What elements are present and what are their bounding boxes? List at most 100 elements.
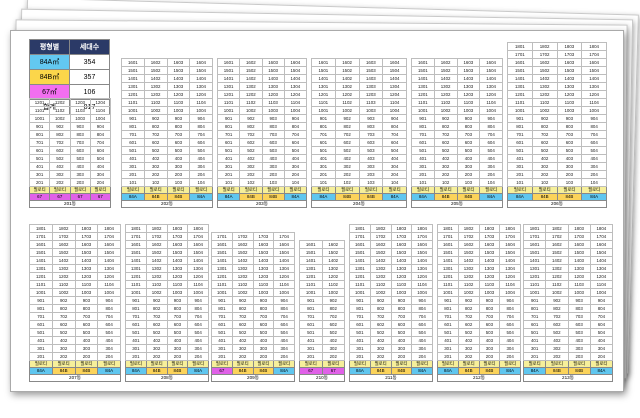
unit-cell: 304	[284, 163, 307, 171]
unit-cell: 1001	[312, 107, 336, 115]
unit-cell: 1701	[438, 233, 459, 241]
unit-cell: 1304	[98, 265, 121, 273]
unit-cell: 602	[50, 147, 71, 155]
unit-type-cell: 84B	[52, 368, 76, 375]
unit-cell: 1201	[30, 99, 51, 107]
unit-cell: 204	[383, 171, 407, 179]
unit-cell: 1201	[438, 273, 459, 281]
unit-cell: 1302	[52, 265, 76, 273]
unit-cell: 202	[458, 353, 480, 361]
unit-cell: 401	[412, 155, 435, 163]
unit-cell: 804	[590, 305, 613, 313]
unit-cell: 1801	[438, 225, 459, 233]
unit-grid: 1701 1702 1703 1704 1601 1602 1603 1604 1501 1502…	[211, 232, 295, 361]
unit-cell: 1002	[370, 289, 392, 297]
unit-cell: 402	[546, 337, 569, 345]
unit-cell: 201	[312, 171, 336, 179]
building-6: 1801 1802 1803 1804 1701 1702 1703 1704 1601 1602…	[29, 224, 121, 382]
building-0: 1201 1202 1203 1204 1101 1102 1103 1104 1001 1002…	[29, 98, 111, 208]
unit-cell: 501	[412, 147, 435, 155]
unit-cell: 303	[359, 163, 384, 171]
unit-cell: 1101	[350, 281, 371, 289]
unit-cell: 1401	[300, 257, 323, 265]
unit-cell: 1403	[262, 75, 285, 83]
unit-cell: 1402	[240, 75, 263, 83]
unit-cell: 1404	[590, 257, 613, 265]
unit-cell: 402	[146, 337, 168, 345]
unit-cell: 701	[212, 313, 233, 321]
unit-cell: 903	[253, 297, 275, 305]
unit-type-cell: 84B	[568, 368, 591, 375]
unit-cell: 703	[391, 313, 413, 321]
unit-cell: 802	[458, 305, 480, 313]
unit-cell: 902	[370, 297, 392, 305]
unit-type-cell: 84B	[391, 368, 413, 375]
unit-cell: 1001	[300, 289, 323, 297]
unit-cell: 1003	[167, 107, 191, 115]
unit-cell: 1303	[253, 265, 275, 273]
pilotis-cell: 필로티	[122, 187, 145, 194]
unit-cell: 801	[312, 123, 336, 131]
unit-cell: 503	[253, 329, 275, 337]
unit-cell: 803	[479, 305, 501, 313]
unit-cell: 604	[412, 321, 433, 329]
unit-cell: 604	[188, 321, 209, 329]
unit-cell: 1001	[524, 289, 547, 297]
unit-cell: 1402	[458, 257, 480, 265]
unit-grid: 1601 1602 1603 1604 1501 1502 1503 1504 1401 1402…	[121, 58, 213, 187]
unit-cell: 1504	[274, 249, 295, 257]
unit-type-cell: 67	[30, 194, 51, 201]
unit-cell: 1601	[412, 59, 435, 67]
summary-type-84b: 84B㎡	[29, 69, 70, 85]
unit-cell: 1003	[262, 107, 285, 115]
unit-type-row: 84A 84B 84B 84A	[523, 368, 613, 375]
building-12: 1801 1802 1803 1804 1701 1702 1703 1704 1601 1602…	[523, 224, 613, 382]
unit-cell: 104	[383, 179, 407, 187]
unit-cell: 403	[262, 155, 285, 163]
unit-cell: 702	[434, 131, 458, 139]
unit-cell: 1604	[188, 241, 209, 249]
unit-cell: 1204	[500, 273, 521, 281]
unit-cell: 401	[508, 155, 533, 163]
unit-cell: 402	[322, 337, 345, 345]
unit-cell: 1803	[479, 225, 501, 233]
unit-cell: 902	[232, 297, 254, 305]
unit-cell: 1403	[167, 257, 189, 265]
unit-cell: 202	[434, 171, 458, 179]
unit-cell: 1703	[568, 233, 591, 241]
unit-cell: 403	[557, 155, 583, 163]
unit-cell: 1001	[30, 115, 51, 123]
unit-cell: 1604	[98, 241, 121, 249]
unit-type-cell: 84A	[284, 194, 307, 201]
unit-type-cell: 84B	[479, 368, 501, 375]
unit-cell: 304	[190, 163, 213, 171]
unit-cell: 603	[457, 139, 481, 147]
unit-cell: 1001	[438, 289, 459, 297]
unit-cell: 1801	[350, 225, 371, 233]
unit-cell: 1702	[232, 233, 254, 241]
unit-cell: 1602	[370, 241, 392, 249]
unit-cell: 1001	[30, 289, 53, 297]
unit-cell: 902	[146, 297, 168, 305]
unit-grid: 1601 1602 1603 1604 1501 1502 1503 1504 1401 1402…	[411, 58, 503, 187]
unit-cell: 701	[126, 313, 147, 321]
unit-cell: 504	[590, 329, 613, 337]
unit-cell: 1203	[70, 99, 91, 107]
unit-cell: 402	[370, 337, 392, 345]
unit-cell: 401	[212, 337, 233, 345]
unit-cell: 304	[500, 345, 521, 353]
unit-cell: 803	[568, 305, 591, 313]
unit-cell: 1302	[458, 265, 480, 273]
unit-cell: 1302	[240, 83, 263, 91]
unit-cell: 1403	[391, 257, 413, 265]
unit-cell: 503	[70, 155, 91, 163]
unit-cell: 203	[359, 171, 384, 179]
unit-cell: 903	[479, 297, 501, 305]
unit-cell: 1603	[359, 59, 384, 67]
unit-cell: 1204	[90, 99, 111, 107]
unit-cell: 201	[30, 179, 51, 187]
unit-cell: 302	[335, 163, 360, 171]
unit-cell: 1303	[457, 83, 481, 91]
unit-cell: 1103	[568, 281, 591, 289]
unit-cell: 202	[50, 179, 71, 187]
